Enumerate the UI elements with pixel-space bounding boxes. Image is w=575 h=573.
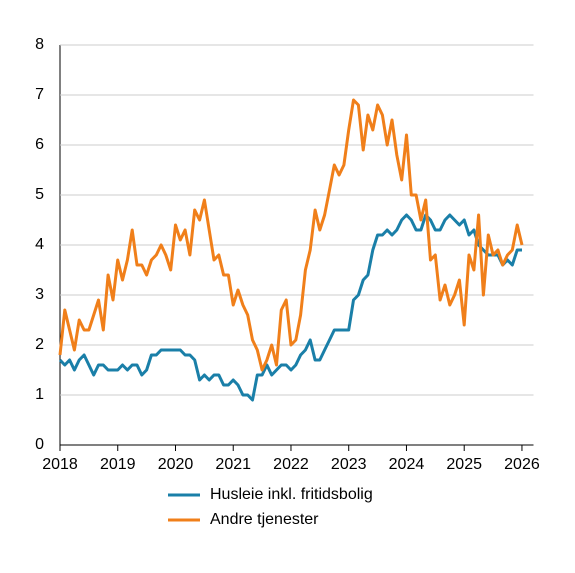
x-tick-label: 2019: [100, 456, 136, 473]
legend-label: Husleie inkl. fritidsbolig: [210, 486, 373, 503]
x-tick-label: 2018: [42, 456, 78, 473]
y-tick-label: 1: [35, 386, 44, 403]
y-tick-label: 8: [35, 36, 44, 53]
y-tick-label: 6: [35, 136, 44, 153]
y-tick-label: 7: [35, 86, 44, 103]
x-tick-label: 2025: [446, 456, 482, 473]
y-tick-label: 3: [35, 286, 44, 303]
series-line: [58, 213, 522, 402]
legend-label: Andre tjenester: [210, 511, 319, 528]
y-tick-label: 4: [35, 236, 44, 253]
x-tick-label: 2024: [389, 456, 425, 473]
x-tick-label: 2022: [273, 456, 309, 473]
y-tick-label: 0: [35, 436, 44, 453]
x-tick-label: 2026: [504, 456, 540, 473]
y-tick-label: 5: [35, 186, 44, 203]
x-tick-label: 2023: [331, 456, 367, 473]
x-tick-label: 2021: [215, 456, 251, 473]
x-tick-label: 2020: [158, 456, 194, 473]
series-line: [58, 98, 524, 372]
y-tick-label: 2: [35, 336, 44, 353]
